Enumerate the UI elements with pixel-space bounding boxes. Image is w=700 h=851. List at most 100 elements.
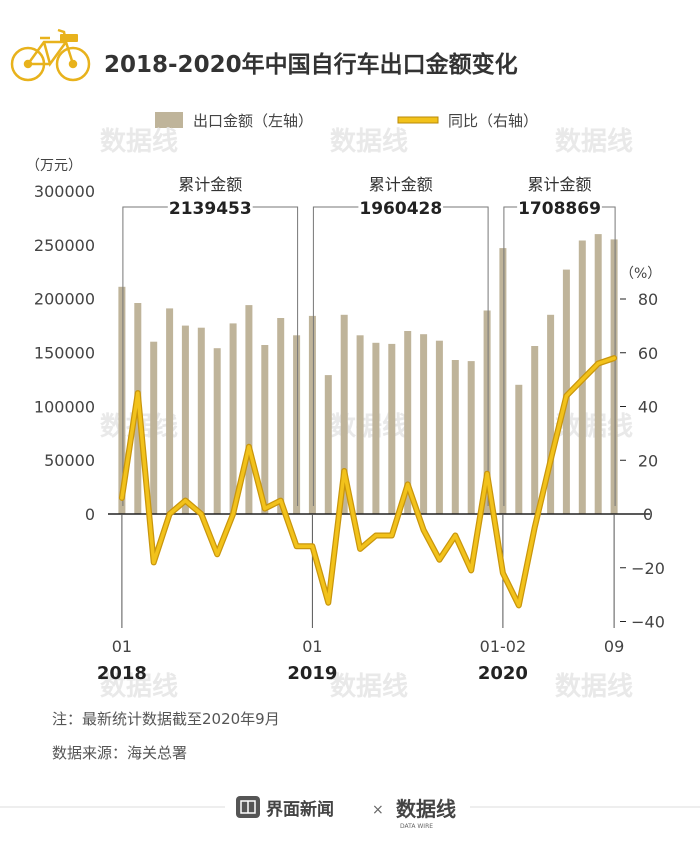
right-axis-tick-label: 40 (638, 398, 658, 417)
export-bar (324, 375, 332, 514)
export-bar (340, 314, 348, 514)
annotation-value: 1960428 (359, 199, 442, 219)
export-bar (467, 361, 475, 514)
yoy-point (152, 560, 156, 565)
watermark-text: 数据线 (100, 127, 178, 157)
annotation-value: 1708869 (518, 199, 601, 219)
yoy-point (199, 512, 203, 516)
annotation-bracket (503, 206, 616, 506)
yoy-point (168, 512, 172, 516)
right-axis-unit: （%） (620, 266, 661, 282)
yoy-point (612, 356, 616, 360)
yoy-point (596, 361, 600, 366)
yoy-point (279, 499, 283, 503)
left-axis-tick-label: 150000 (34, 344, 95, 363)
export-bar (610, 239, 618, 514)
yoy-point (580, 378, 584, 382)
right-axis-tick-label: −40 (631, 613, 665, 632)
annotation-value: 2139453 (169, 199, 252, 219)
yoy-point (358, 547, 362, 551)
yoy-point (422, 528, 426, 532)
export-bar (435, 340, 443, 514)
yoy-point (374, 533, 378, 538)
annotation-bracket (122, 206, 299, 506)
export-bar (388, 343, 396, 514)
right-axis-tick-label: 0 (643, 505, 653, 524)
yoy-point (231, 512, 235, 516)
yoy-point (517, 603, 521, 608)
footer-partner: 数据线 (396, 797, 456, 821)
watermark-text: 数据线 (330, 672, 408, 702)
left-axis-tick-label: 250000 (34, 236, 95, 255)
yoy-point (453, 533, 457, 538)
export-bar (261, 345, 269, 514)
data-source: 数据来源：海关总署 (52, 744, 187, 762)
yoy-point (564, 394, 569, 398)
yoy-point (263, 507, 267, 511)
export-bar (197, 327, 205, 514)
export-bar (181, 325, 189, 514)
yoy-point (501, 571, 505, 575)
chart-title: 2018-2020年中国自行车出口金额变化 (104, 51, 518, 78)
export-bar (150, 341, 158, 514)
annotation-label: 累计金额 (369, 175, 433, 194)
export-bar (308, 315, 316, 514)
export-bar (483, 310, 491, 514)
watermark-text: 数据线 (555, 672, 633, 702)
watermark-text: 数据线 (100, 672, 178, 702)
watermark-text: 数据线 (330, 127, 408, 157)
bicycle-icon (10, 28, 91, 82)
watermark-text: 数据线 (555, 127, 633, 157)
export-bar (451, 360, 459, 514)
export-bar (293, 335, 301, 514)
x-year-label: 2020 (478, 663, 528, 684)
footer-brand: 界面新闻 (266, 799, 334, 820)
export-bar (531, 346, 539, 514)
export-bar (515, 384, 523, 514)
left-axis-unit: （万元） (26, 158, 82, 174)
annotation-label: 累计金额 (178, 175, 242, 194)
x-tick-label: 09 (604, 637, 624, 656)
right-axis-tick-label: −20 (631, 559, 665, 578)
yoy-point (437, 558, 441, 562)
yoy-point (247, 445, 251, 449)
x-tick-label: 01 (112, 637, 132, 656)
legend-bar-swatch (155, 112, 183, 128)
legend: 出口金额（左轴） 同比（右轴） (155, 112, 538, 130)
x-tick-label: 01 (302, 637, 322, 656)
export-bar (245, 305, 253, 514)
export-bar (372, 342, 380, 514)
yoy-point (549, 458, 553, 462)
yoy-point (295, 544, 299, 548)
left-axis-tick-label: 50000 (44, 451, 95, 470)
yoy-point (469, 568, 473, 573)
footer: 界面新闻 × 数据线 DATA WIRE (0, 796, 700, 830)
yoy-point (406, 482, 410, 486)
left-axis-tick-label: 100000 (34, 397, 95, 416)
export-bar (499, 248, 507, 514)
annotation-bracket (312, 206, 489, 506)
export-bar (420, 334, 428, 514)
right-axis-tick-label: 60 (638, 344, 658, 363)
export-bar (594, 234, 602, 514)
yoy-point (215, 552, 219, 556)
legend-line-swatch (397, 116, 439, 124)
export-bar (213, 348, 221, 514)
legend-line-label: 同比（右轴） (448, 112, 538, 130)
export-bar (166, 308, 174, 514)
export-bar (356, 335, 364, 514)
right-axis-tick-label: 20 (638, 451, 658, 470)
annotation-label: 累计金额 (527, 175, 591, 194)
yoy-point (183, 499, 187, 503)
export-bar (229, 323, 237, 514)
yoy-point (310, 544, 314, 548)
export-bar (118, 286, 126, 514)
yoy-point (390, 533, 394, 538)
export-bar (547, 314, 555, 514)
left-axis-tick-label: 0 (85, 505, 95, 524)
export-bar (404, 331, 412, 514)
x-tick-label: 01-02 (480, 637, 527, 656)
left-axis-tick-label: 200000 (34, 290, 95, 309)
left-axis-tick-label: 300000 (34, 182, 95, 201)
